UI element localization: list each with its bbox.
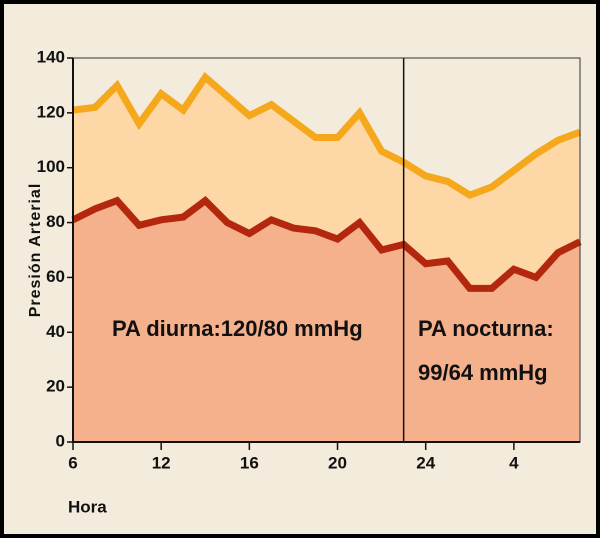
x-tick-label: 12 [152, 453, 171, 472]
y-tick-label: 20 [46, 377, 65, 396]
area [73, 200, 580, 442]
y-tick-label: 100 [37, 157, 65, 176]
y-tick-label: 60 [46, 267, 65, 286]
y-axis-label: Presión Arterial [27, 183, 44, 318]
plot-area [71, 71, 582, 442]
y-tick-label: 140 [37, 47, 65, 66]
x-tick-label: 24 [416, 453, 435, 472]
line [72, 71, 582, 200]
y-tick-label: 0 [56, 431, 65, 450]
annotation: PA diurna:120/80 mmHg [112, 316, 363, 341]
x-tick-label: 6 [68, 453, 77, 472]
x-tick-label: 4 [509, 453, 519, 472]
annotation: PA nocturna: [418, 316, 554, 341]
x-tick-label: 16 [240, 453, 259, 472]
y-tick-label: 40 [46, 322, 65, 341]
x-tick-label: 20 [328, 453, 347, 472]
y-tick-label: 80 [46, 212, 65, 231]
annotation: 99/64 mmHg [418, 360, 548, 385]
line [71, 196, 582, 292]
y-tick-label: 120 [37, 102, 65, 121]
x-axis-label: Hora [68, 497, 107, 516]
